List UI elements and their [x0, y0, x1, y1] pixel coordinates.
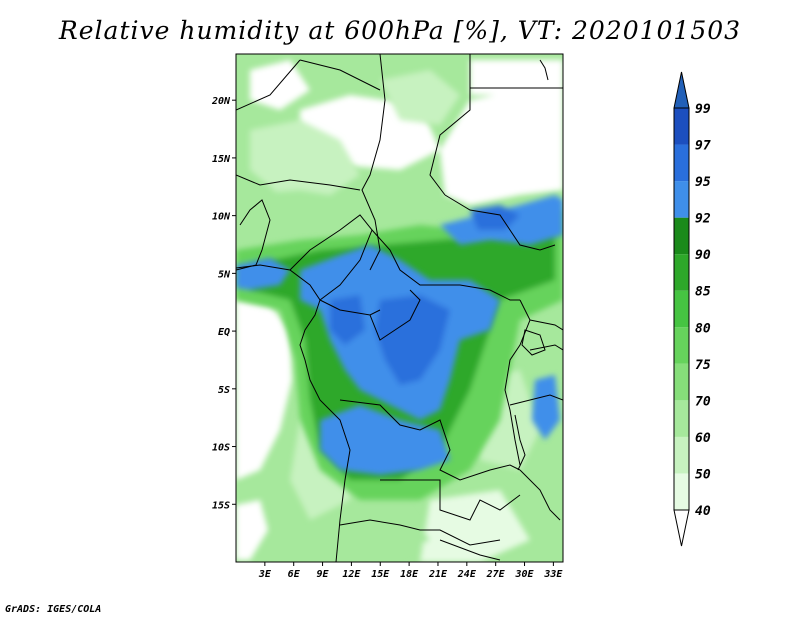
colorbar-level-label: 80 — [695, 321, 711, 336]
saturated-south-congo — [320, 405, 450, 475]
colorbar-level-label: 50 — [695, 467, 711, 482]
border-algeria-niger — [299, 59, 381, 91]
dry-patch-northeast — [440, 90, 563, 205]
saturated-core-b — [330, 295, 365, 345]
colorbar-upper-arrow — [673, 71, 690, 109]
colorbar-box — [674, 181, 689, 218]
colorbar-box — [674, 144, 689, 182]
border-kenya — [529, 344, 563, 351]
country-borders — [236, 54, 563, 562]
colorbar-level-label: 95 — [695, 175, 711, 190]
lat-tick-label: 10N — [212, 212, 231, 223]
border-niger-nigeria — [236, 174, 361, 191]
band-south — [330, 500, 430, 562]
border-tanzania — [509, 394, 563, 406]
lat-tick-label: EQ — [218, 327, 230, 338]
colorbar-box — [674, 290, 689, 328]
border-congo-drc — [369, 289, 421, 341]
saturated-areas — [236, 195, 563, 475]
colorbar-level-label: 70 — [695, 394, 711, 409]
border-mali-algeria — [236, 59, 301, 111]
colorbar-level-label: 90 — [695, 248, 711, 263]
colorbar: 40 50 60 70 75 80 85 90 92 95 97 99 — [673, 71, 711, 547]
border-namibia — [339, 519, 501, 546]
border-sudan — [444, 194, 556, 251]
map-title: Relative humidity at 600hPa [%], VT: 202… — [58, 16, 742, 45]
lat-tick-label: 5N — [218, 269, 231, 280]
humidity-field — [236, 54, 563, 562]
coast-red-sea — [539, 59, 549, 81]
border-drc-east — [504, 299, 531, 466]
lon-tick-label: 21E — [428, 569, 448, 580]
colorbar-box — [674, 108, 689, 145]
map-frame — [235, 53, 564, 563]
colorbar-box — [674, 254, 689, 291]
saturated-core-a — [375, 295, 450, 385]
colorbar-box — [674, 400, 689, 437]
band-north-a — [250, 120, 360, 195]
border-zambia — [380, 479, 521, 521]
border-botswana — [439, 539, 501, 561]
dry-patch-southwest — [236, 500, 268, 560]
lat-tick-label: 15N — [212, 154, 231, 165]
colorbar-box — [674, 473, 689, 510]
lon-tick-label: 33E — [543, 569, 563, 580]
colorbar-box — [674, 217, 689, 255]
colorbar-level-label: 75 — [695, 358, 711, 373]
lat-tick-label: 15S — [212, 500, 230, 511]
lake-victoria — [521, 329, 546, 356]
band-north-b — [380, 70, 460, 125]
lon-tick-label: 27E — [486, 569, 506, 580]
lon-tick-label: 12E — [342, 569, 361, 580]
lon-tick-label: 9E — [317, 569, 330, 580]
colorbar-frame — [673, 107, 690, 511]
grads-credit: GrADS: IGES/COLA — [5, 604, 102, 615]
border-car — [371, 229, 520, 301]
lon-tick-label: 15E — [371, 569, 390, 580]
border-angola-drc — [339, 399, 521, 481]
colorbar-level-label: 40 — [695, 504, 711, 519]
colorbar-level-label: 97 — [695, 139, 711, 154]
lat-tick-label: 10S — [212, 443, 230, 454]
saturated-core-c — [470, 205, 520, 230]
dry-patch-west — [236, 300, 292, 480]
border-nigeria-cameroon — [289, 214, 373, 301]
longitude-axis: 3E 6E 9E 12E 15E 18E 21E 24E 27E 30E 33E — [258, 562, 563, 580]
border-niger-chad — [361, 54, 386, 271]
colorbar-level-label: 60 — [695, 431, 711, 446]
border-malawi — [519, 469, 561, 521]
lon-tick-label: 18E — [400, 569, 419, 580]
lon-tick-label: 24E — [457, 569, 477, 580]
lake-tanganyika — [514, 414, 526, 471]
latitude-axis: 20N 15N 10N 5N EQ 5S 10S 15S — [211, 96, 236, 511]
colorbar-box — [674, 327, 689, 364]
lat-tick-label: 5S — [218, 385, 230, 396]
colorbar-level-label: 92 — [695, 212, 711, 227]
saturated-east-lakes — [532, 375, 560, 440]
lon-tick-label: 6E — [288, 569, 301, 580]
coastline-west — [236, 264, 351, 562]
lat-tick-label: 20N — [211, 96, 231, 107]
colorbar-box — [674, 436, 689, 474]
colorbar-lower-arrow — [673, 509, 690, 547]
colorbar-level-label: 85 — [695, 285, 711, 300]
border-eq-guinea — [319, 299, 381, 316]
colorbar-box — [674, 363, 689, 401]
lon-tick-label: 30E — [514, 569, 534, 580]
lon-tick-label: 3E — [258, 569, 272, 580]
border-libya-chad — [429, 54, 471, 196]
border-uganda — [529, 319, 563, 331]
colorbar-level-label: 99 — [695, 102, 711, 117]
dry-patch-top — [470, 60, 563, 110]
